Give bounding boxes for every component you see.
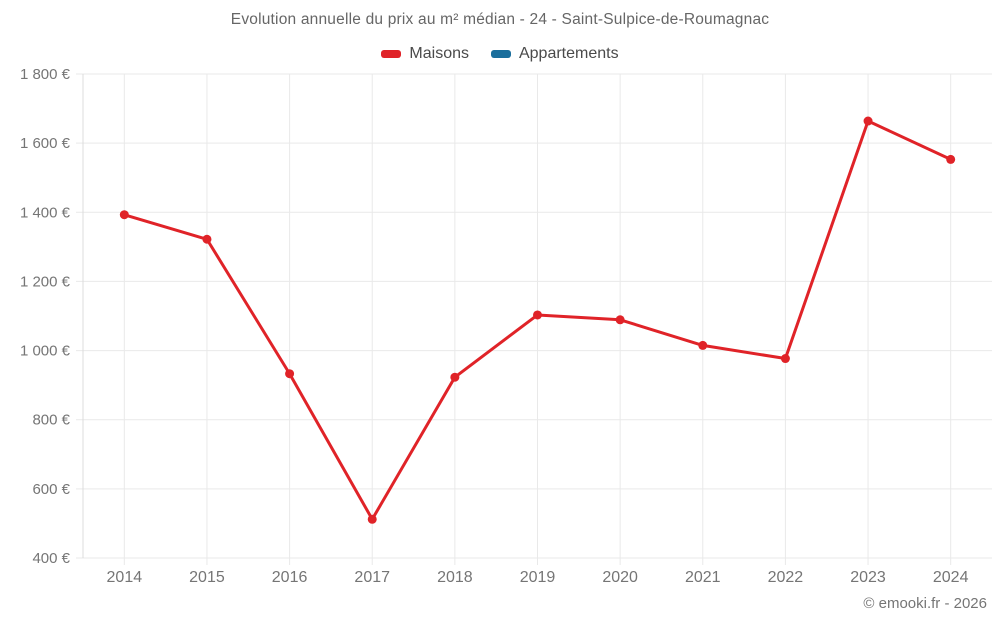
x-axis-tick-label: 2020 [602,569,638,586]
x-axis-tick-label: 2017 [354,569,390,586]
chart-legend: Maisons Appartements [0,45,1000,63]
data-point-maisons[interactable] [780,354,790,364]
legend-item-maisons[interactable]: Maisons [381,45,469,63]
data-point-maisons[interactable] [119,210,129,220]
data-point-maisons[interactable] [285,369,295,379]
data-point-maisons[interactable] [202,234,212,244]
y-axis-tick-label: 600 € [32,481,70,498]
y-axis-tick-label: 800 € [32,412,70,429]
x-axis-tick-label: 2024 [933,569,969,586]
x-axis-tick-label: 2022 [768,569,804,586]
legend-item-appartements[interactable]: Appartements [490,45,619,63]
y-axis-tick-label: 1 200 € [20,273,71,290]
x-axis-tick-label: 2019 [520,569,556,586]
appartements-swatch-icon [490,50,511,58]
copyright-watermark: © emooki.fr - 2026 [863,595,987,612]
legend-label-maisons: Maisons [409,45,469,62]
data-point-maisons[interactable] [533,310,542,320]
data-point-maisons[interactable] [863,116,873,126]
legend-label-appartements: Appartements [518,45,619,62]
x-axis-tick-label: 2016 [272,569,308,586]
data-point-maisons[interactable] [946,154,956,164]
chart-title: Evolution annuelle du prix au m² médian … [230,11,770,28]
y-axis-tick-label: 1 400 € [20,204,71,221]
y-axis-tick-label: 1 600 € [20,135,71,152]
x-axis-tick-label: 2023 [850,569,886,586]
x-axis-tick-label: 2014 [107,569,143,586]
x-axis-tick-label: 2018 [437,569,473,586]
data-point-maisons[interactable] [367,514,377,524]
data-point-maisons[interactable] [615,315,625,325]
x-axis-tick-label: 2015 [189,569,225,586]
y-axis-tick-label: 400 € [32,550,70,567]
data-point-maisons[interactable] [698,340,708,350]
x-axis-tick-label: 2021 [685,569,721,586]
data-point-maisons[interactable] [450,372,460,382]
maisons-swatch-icon [381,50,402,58]
y-axis-tick-label: 1 000 € [20,343,71,360]
y-axis-tick-label: 1 800 € [20,66,71,83]
